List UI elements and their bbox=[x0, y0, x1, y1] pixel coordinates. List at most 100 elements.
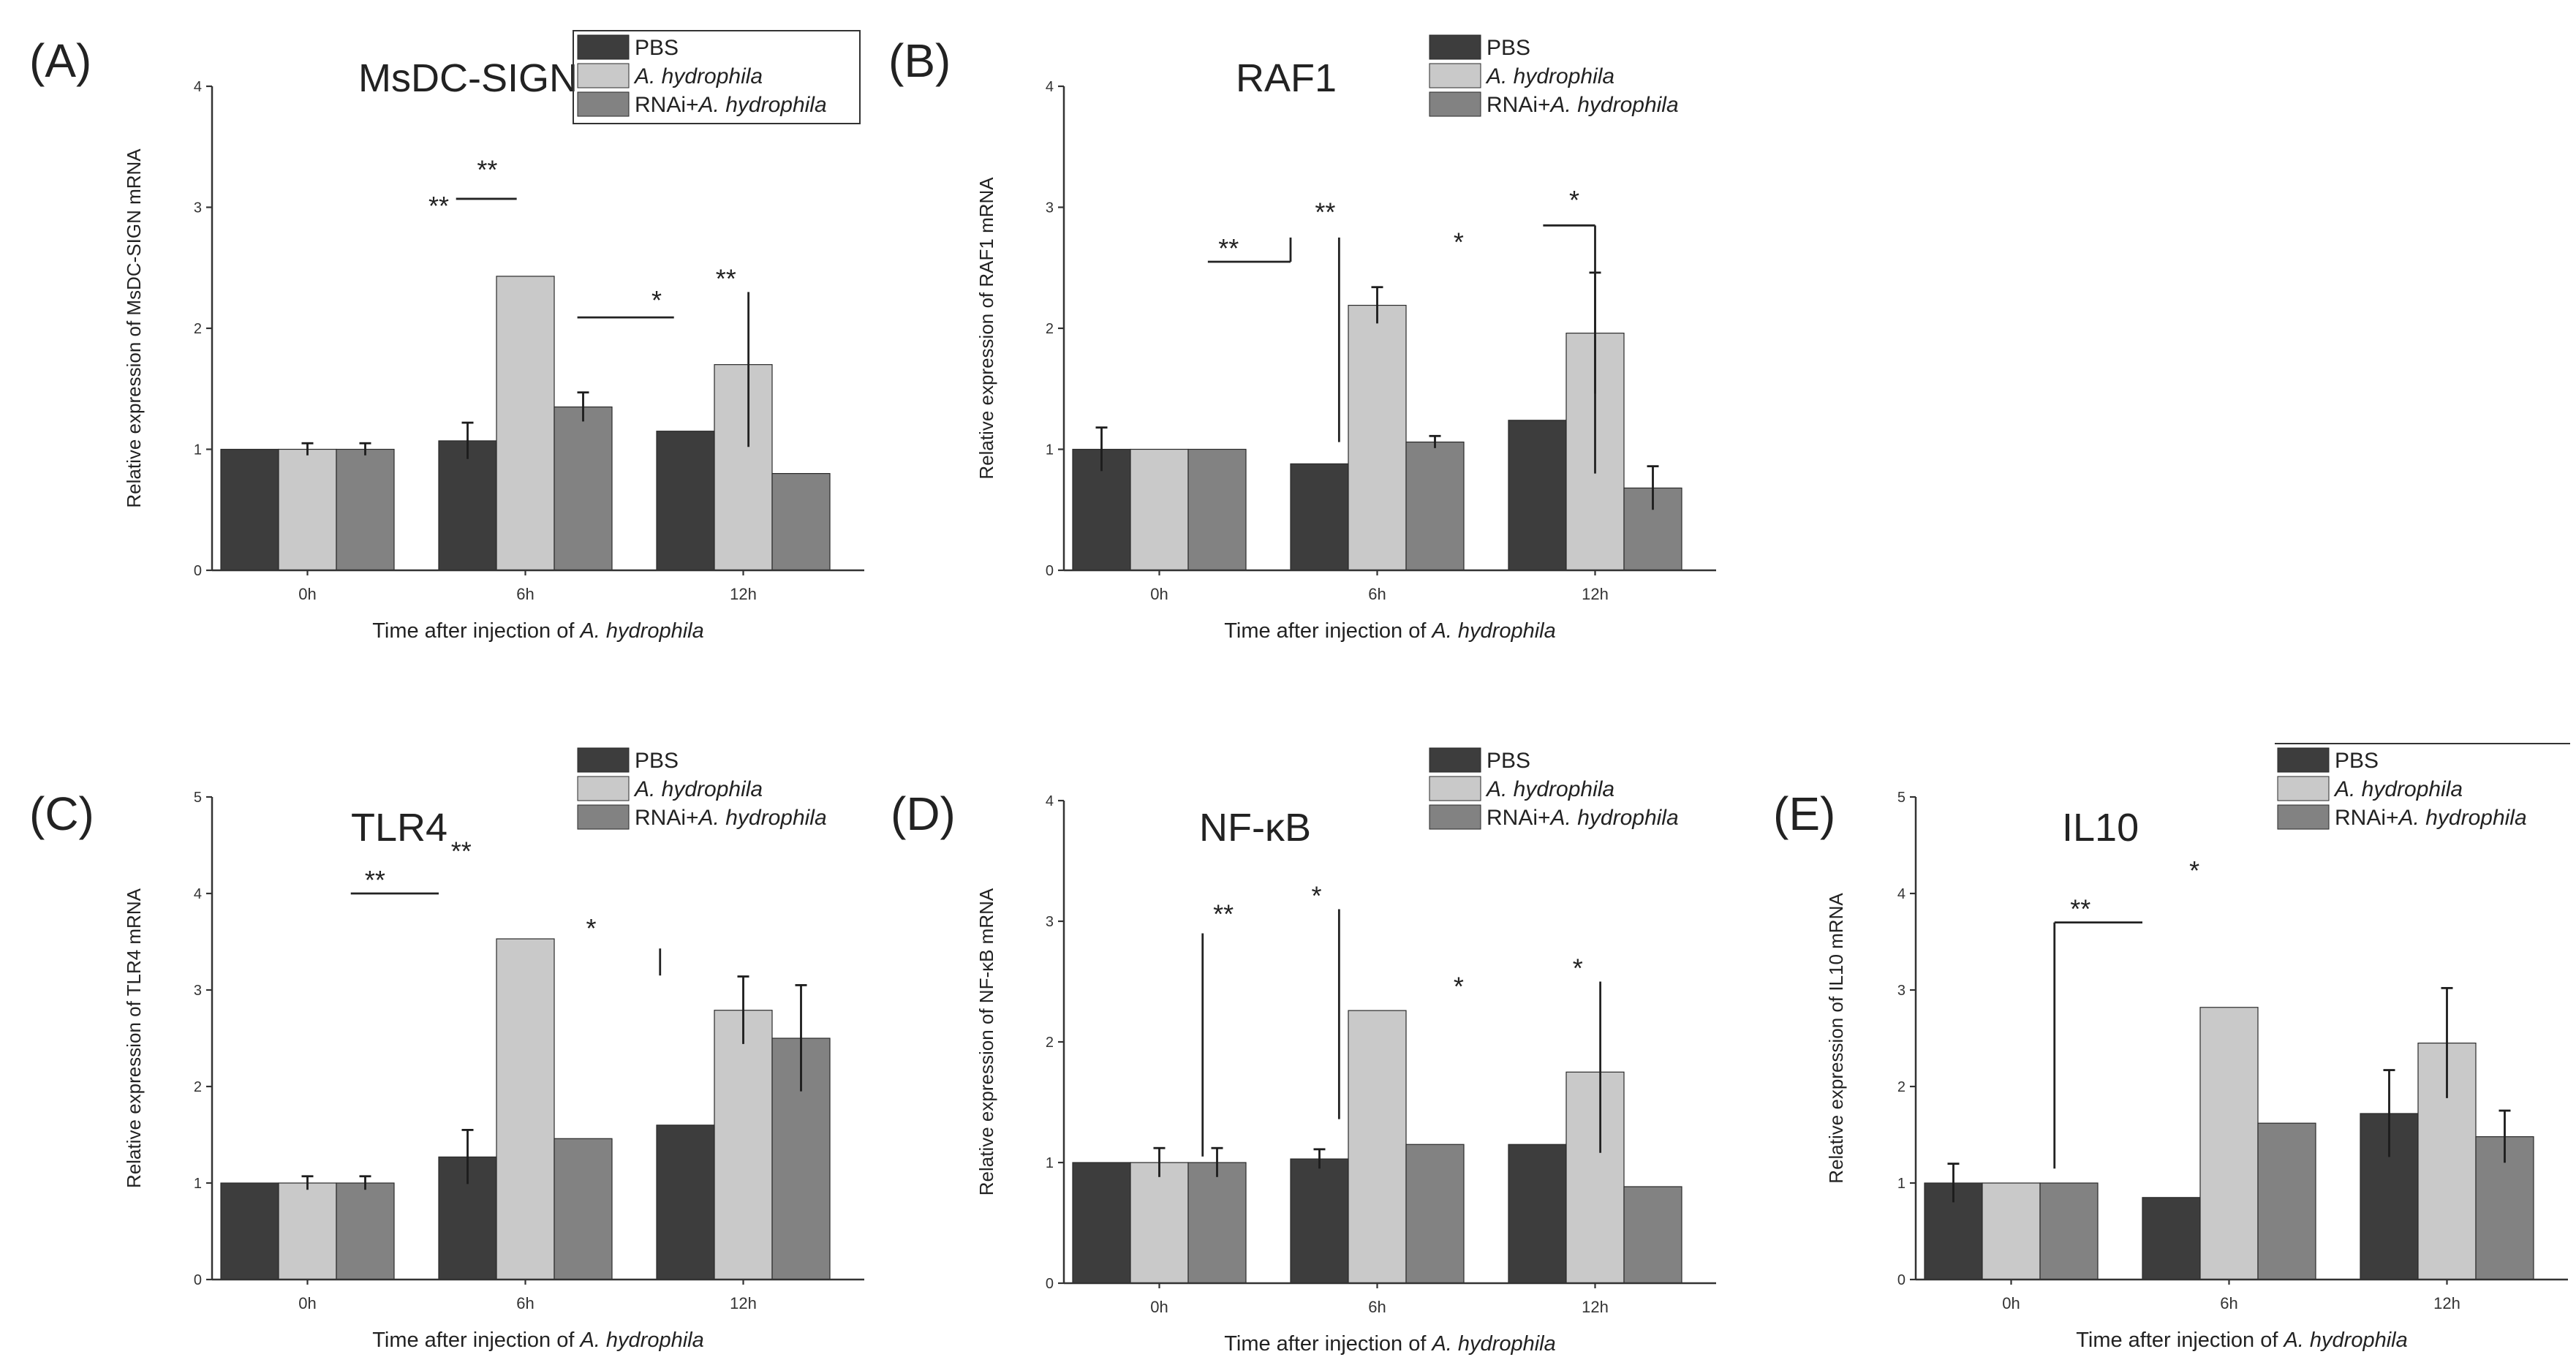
chart-panel: (C) TLR4 0 1 2 3 4 5 0h 6h 12h Time after injection… bbox=[29, 747, 864, 1352]
text-part: RNAi+ bbox=[1487, 93, 1551, 117]
legend-swatch bbox=[2277, 804, 2330, 830]
text-part: Time after injection of bbox=[1224, 619, 1432, 643]
y-tick-label: 0 bbox=[1046, 563, 1054, 579]
text-part: A. hydrophila bbox=[2282, 1329, 2407, 1352]
legend-label: RNAi+A. hydrophila bbox=[1487, 806, 1679, 830]
y-tick-label: 5 bbox=[1897, 790, 1905, 806]
text-part: RNAi+ bbox=[635, 806, 699, 830]
bar bbox=[554, 1138, 613, 1280]
significance-label: * bbox=[586, 913, 597, 943]
chart-panel: (E) IL10 0 1 2 3 4 5 0h 6h 12h Time after injection… bbox=[1773, 743, 2570, 1352]
significance-label: ** bbox=[365, 865, 385, 895]
y-tick-label: 1 bbox=[194, 1176, 202, 1192]
bar bbox=[1130, 448, 1189, 571]
text-part: PBS bbox=[635, 749, 679, 773]
legend-swatch bbox=[1429, 747, 1481, 773]
bar bbox=[1187, 1162, 1247, 1284]
x-axis-label: Time after injection of A. hydrophila bbox=[2076, 1329, 2408, 1352]
bar bbox=[220, 448, 279, 571]
significance-label: ** bbox=[428, 191, 449, 221]
bar bbox=[438, 440, 497, 571]
panel-label: (E) bbox=[1773, 787, 1835, 840]
chart-panel: (A) MsDC-SIGN 0 1 2 3 4 0h 6h 12h Time after injec… bbox=[29, 30, 864, 643]
bar bbox=[771, 472, 831, 571]
y-tick-label: 4 bbox=[1046, 793, 1054, 809]
y-tick-label: 0 bbox=[1897, 1272, 1905, 1288]
text-part: A. hydrophila bbox=[1430, 1332, 1555, 1356]
y-tick-label: 2 bbox=[194, 321, 202, 337]
text-part: Time after injection of bbox=[372, 619, 580, 643]
x-tick-label: 0h bbox=[298, 585, 316, 603]
x-tick-label: 6h bbox=[1368, 1298, 1386, 1316]
legend-swatch bbox=[577, 804, 630, 830]
significance-label: * bbox=[1454, 227, 1464, 257]
text-part: PBS bbox=[635, 36, 679, 60]
significance-label: * bbox=[1312, 881, 1322, 911]
x-tick-label: 12h bbox=[730, 1294, 757, 1312]
text-part: RNAi+ bbox=[2335, 806, 2399, 830]
significance-label: * bbox=[1454, 971, 1464, 1001]
y-axis-label: Relative expression of RAF1 mRNA bbox=[975, 177, 997, 480]
x-tick-label: 0h bbox=[2002, 1294, 2020, 1312]
text-part: RNAi+ bbox=[635, 93, 699, 117]
x-tick-label: 0h bbox=[1150, 585, 1168, 603]
bar bbox=[1187, 448, 1247, 571]
text-part: A. hydrophila bbox=[1430, 619, 1555, 643]
x-tick-label: 6h bbox=[2220, 1294, 2237, 1312]
panel-label: (A) bbox=[29, 34, 91, 87]
bar bbox=[714, 1010, 773, 1280]
x-tick-label: 0h bbox=[1150, 1298, 1168, 1316]
x-tick-label: 12h bbox=[2433, 1294, 2460, 1312]
bar bbox=[2257, 1122, 2316, 1280]
x-tick-label: 12h bbox=[1582, 1298, 1609, 1316]
x-axis-label: Time after injection of A. hydrophila bbox=[372, 1329, 704, 1352]
legend-label: RNAi+A. hydrophila bbox=[1487, 93, 1679, 117]
legend-swatch bbox=[1429, 776, 1481, 801]
legend-label: A. hydrophila bbox=[1485, 777, 1614, 801]
significance-label: ** bbox=[477, 154, 497, 184]
text-part: Time after injection of bbox=[372, 1329, 580, 1352]
bar bbox=[656, 431, 715, 571]
text-part: PBS bbox=[1487, 36, 1530, 60]
bar bbox=[278, 1182, 337, 1280]
panel-label: (B) bbox=[888, 34, 951, 87]
bar bbox=[1623, 1186, 1682, 1284]
legend-swatch bbox=[577, 91, 630, 117]
text-part: A. hydrophila bbox=[1549, 806, 1679, 830]
legend-label: A. hydrophila bbox=[2333, 777, 2463, 801]
bar bbox=[2199, 1007, 2259, 1280]
legend-swatch bbox=[577, 747, 630, 773]
y-tick-label: 0 bbox=[194, 1272, 202, 1288]
bar bbox=[1565, 1071, 1625, 1284]
chart-title: RAF1 bbox=[1236, 56, 1337, 100]
y-tick-label: 2 bbox=[194, 1079, 202, 1095]
x-tick-label: 0h bbox=[298, 1294, 316, 1312]
significance-label: ** bbox=[1218, 233, 1239, 263]
panel-label: (C) bbox=[29, 787, 94, 840]
y-axis-label: Relative expression of TLR4 mRNA bbox=[123, 888, 145, 1188]
y-tick-label: 2 bbox=[1897, 1079, 1905, 1095]
bar bbox=[1130, 1162, 1189, 1284]
y-tick-label: 3 bbox=[1897, 983, 1905, 999]
bar bbox=[1290, 463, 1349, 571]
y-axis-label: Relative expression of MsDC-SIGN mRNA bbox=[123, 148, 145, 508]
y-tick-label: 4 bbox=[1046, 79, 1054, 95]
legend-frame bbox=[573, 30, 861, 124]
legend-swatch bbox=[577, 63, 630, 88]
y-axis-label: Relative expression of NF-κB mRNA bbox=[975, 888, 997, 1195]
bar bbox=[1405, 1144, 1465, 1284]
y-tick-label: 3 bbox=[194, 983, 202, 999]
y-tick-label: 3 bbox=[1046, 914, 1054, 930]
significance-label: ** bbox=[1315, 197, 1335, 227]
legend-swatch bbox=[1429, 804, 1481, 830]
x-axis-label: Time after injection of A. hydrophila bbox=[1224, 1332, 1556, 1356]
legend-swatch bbox=[1429, 63, 1481, 88]
legend-label: RNAi+A. hydrophila bbox=[2335, 806, 2527, 830]
legend-swatch bbox=[577, 34, 630, 60]
y-tick-label: 0 bbox=[194, 563, 202, 579]
y-axis-label: Relative expression of IL10 mRNA bbox=[1825, 893, 1847, 1184]
y-tick-label: 1 bbox=[1046, 1155, 1054, 1171]
